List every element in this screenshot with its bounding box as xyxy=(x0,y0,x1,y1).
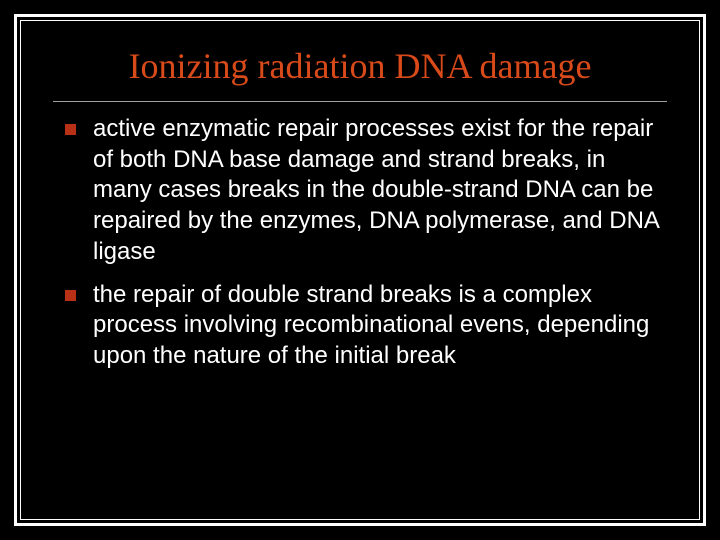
bullet-list: active enzymatic repair processes exist … xyxy=(53,114,667,372)
slide-frame: Ionizing radiation DNA damage active enz… xyxy=(0,0,720,540)
outer-border: Ionizing radiation DNA damage active enz… xyxy=(14,14,706,526)
list-item: the repair of double strand breaks is a … xyxy=(61,280,667,372)
slide-title: Ionizing radiation DNA damage xyxy=(53,45,667,102)
list-item: active enzymatic repair processes exist … xyxy=(61,114,667,268)
inner-border: Ionizing radiation DNA damage active enz… xyxy=(20,20,700,520)
